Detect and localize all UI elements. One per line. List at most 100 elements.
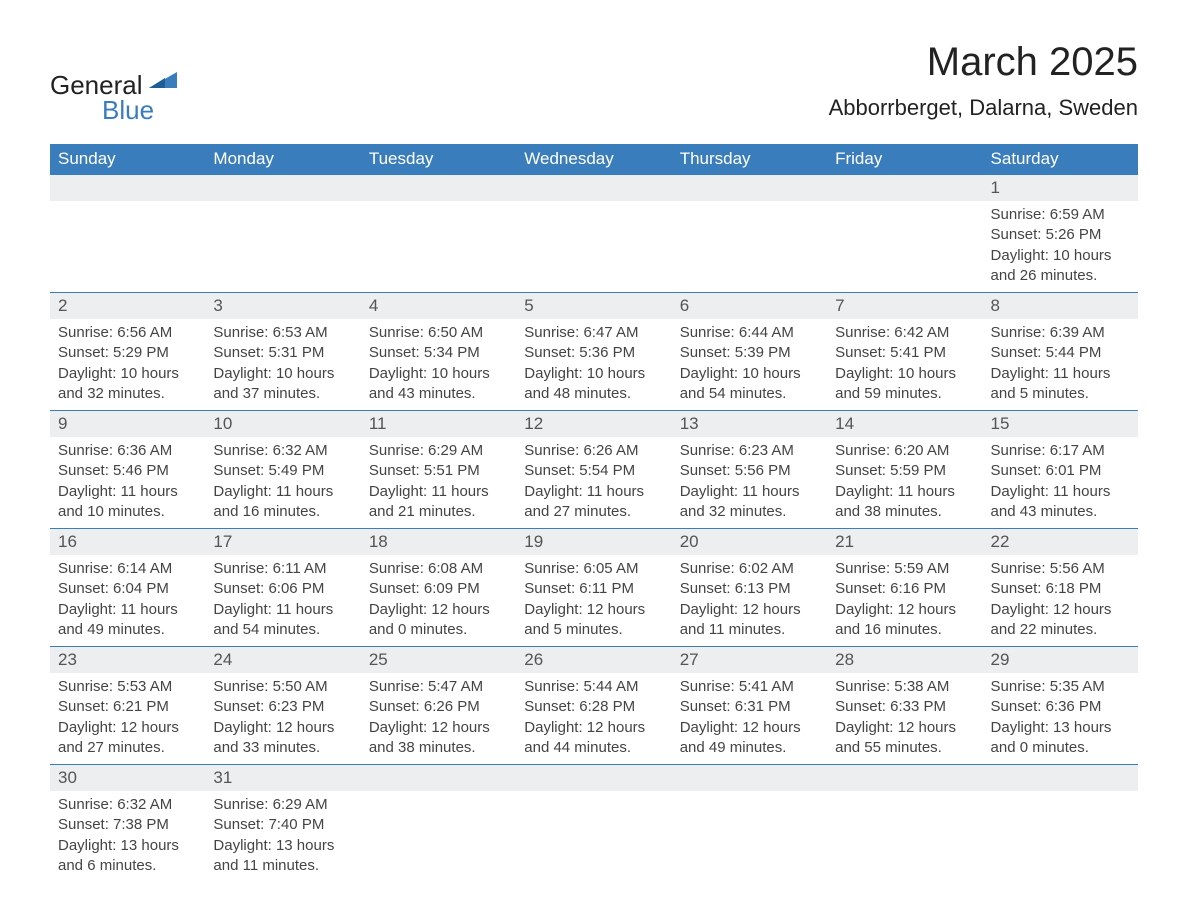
daylight-text-2: and 22 minutes. [991, 620, 1130, 640]
sunrise-text: Sunrise: 6:36 AM [58, 441, 197, 461]
daylight-text-2: and 26 minutes. [991, 266, 1130, 286]
sunrise-text: Sunrise: 5:50 AM [213, 677, 352, 697]
sunrise-text: Sunrise: 6:56 AM [58, 323, 197, 343]
sunset-text: Sunset: 5:31 PM [213, 343, 352, 363]
day-content-cell: Sunrise: 5:56 AMSunset: 6:18 PMDaylight:… [983, 555, 1138, 647]
day-number-cell [672, 765, 827, 792]
daylight-text-1: Daylight: 11 hours [680, 482, 819, 502]
day-content-cell [516, 201, 671, 293]
day-content-cell: Sunrise: 5:53 AMSunset: 6:21 PMDaylight:… [50, 673, 205, 765]
day-number-cell: 10 [205, 411, 360, 438]
day-number-cell: 23 [50, 647, 205, 674]
sunset-text: Sunset: 5:49 PM [213, 461, 352, 481]
day-content-cell: Sunrise: 5:44 AMSunset: 6:28 PMDaylight:… [516, 673, 671, 765]
daylight-text-1: Daylight: 11 hours [991, 364, 1130, 384]
day-number-cell: 3 [205, 293, 360, 320]
day-number-cell: 13 [672, 411, 827, 438]
day-content-cell: Sunrise: 6:20 AMSunset: 5:59 PMDaylight:… [827, 437, 982, 529]
daylight-text-1: Daylight: 11 hours [524, 482, 663, 502]
day-number-cell: 11 [361, 411, 516, 438]
day-content-cell: Sunrise: 6:47 AMSunset: 5:36 PMDaylight:… [516, 319, 671, 411]
sunset-text: Sunset: 6:26 PM [369, 697, 508, 717]
day-content-cell [50, 201, 205, 293]
day-number-cell [361, 175, 516, 202]
sunrise-text: Sunrise: 6:02 AM [680, 559, 819, 579]
sunrise-text: Sunrise: 5:47 AM [369, 677, 508, 697]
daylight-text-2: and 5 minutes. [991, 384, 1130, 404]
day-content-cell: Sunrise: 6:53 AMSunset: 5:31 PMDaylight:… [205, 319, 360, 411]
sunrise-text: Sunrise: 6:08 AM [369, 559, 508, 579]
day-number-cell [516, 765, 671, 792]
daylight-text-2: and 38 minutes. [369, 738, 508, 758]
daylight-text-2: and 54 minutes. [213, 620, 352, 640]
daylight-text-2: and 44 minutes. [524, 738, 663, 758]
daylight-text-1: Daylight: 10 hours [680, 364, 819, 384]
logo: General Blue [50, 70, 179, 126]
day-content-cell [827, 791, 982, 882]
sunset-text: Sunset: 5:51 PM [369, 461, 508, 481]
daylight-text-2: and 43 minutes. [369, 384, 508, 404]
sunset-text: Sunset: 5:34 PM [369, 343, 508, 363]
daylight-text-1: Daylight: 11 hours [58, 482, 197, 502]
sunset-text: Sunset: 6:31 PM [680, 697, 819, 717]
day-number-cell [827, 765, 982, 792]
calendar-header-row: SundayMondayTuesdayWednesdayThursdayFrid… [50, 144, 1138, 175]
day-content-cell: Sunrise: 6:05 AMSunset: 6:11 PMDaylight:… [516, 555, 671, 647]
daylight-text-1: Daylight: 10 hours [213, 364, 352, 384]
day-content-cell: Sunrise: 6:59 AMSunset: 5:26 PMDaylight:… [983, 201, 1138, 293]
sunset-text: Sunset: 6:23 PM [213, 697, 352, 717]
day-content-cell: Sunrise: 6:50 AMSunset: 5:34 PMDaylight:… [361, 319, 516, 411]
sunrise-text: Sunrise: 6:32 AM [213, 441, 352, 461]
daylight-text-2: and 16 minutes. [835, 620, 974, 640]
day-header: Monday [205, 144, 360, 175]
sunset-text: Sunset: 5:56 PM [680, 461, 819, 481]
day-header: Sunday [50, 144, 205, 175]
daylight-text-1: Daylight: 12 hours [680, 600, 819, 620]
logo-icon [149, 70, 179, 97]
daylight-text-1: Daylight: 12 hours [524, 718, 663, 738]
sunrise-text: Sunrise: 5:56 AM [991, 559, 1130, 579]
sunset-text: Sunset: 5:44 PM [991, 343, 1130, 363]
daylight-text-1: Daylight: 10 hours [835, 364, 974, 384]
day-content-cell: Sunrise: 6:08 AMSunset: 6:09 PMDaylight:… [361, 555, 516, 647]
daylight-text-2: and 49 minutes. [680, 738, 819, 758]
day-content-cell [827, 201, 982, 293]
daylight-text-1: Daylight: 11 hours [835, 482, 974, 502]
day-content-cell [983, 791, 1138, 882]
sunrise-text: Sunrise: 6:26 AM [524, 441, 663, 461]
day-content-cell [672, 201, 827, 293]
daylight-text-2: and 38 minutes. [835, 502, 974, 522]
location: Abborrberget, Dalarna, Sweden [829, 95, 1138, 121]
sunset-text: Sunset: 6:28 PM [524, 697, 663, 717]
day-number-cell: 20 [672, 529, 827, 556]
daylight-text-1: Daylight: 10 hours [58, 364, 197, 384]
day-number-cell: 5 [516, 293, 671, 320]
day-number-cell [205, 175, 360, 202]
sunset-text: Sunset: 5:59 PM [835, 461, 974, 481]
daylight-text-1: Daylight: 12 hours [524, 600, 663, 620]
day-number-cell: 6 [672, 293, 827, 320]
sunrise-text: Sunrise: 6:59 AM [991, 205, 1130, 225]
sunset-text: Sunset: 7:40 PM [213, 815, 352, 835]
sunrise-text: Sunrise: 6:44 AM [680, 323, 819, 343]
day-content-cell [672, 791, 827, 882]
daylight-text-1: Daylight: 11 hours [58, 600, 197, 620]
day-number-cell: 30 [50, 765, 205, 792]
sunset-text: Sunset: 6:33 PM [835, 697, 974, 717]
daylight-text-2: and 54 minutes. [680, 384, 819, 404]
day-number-cell [361, 765, 516, 792]
day-header: Wednesday [516, 144, 671, 175]
daylight-text-1: Daylight: 12 hours [369, 600, 508, 620]
daylight-text-2: and 32 minutes. [58, 384, 197, 404]
day-number-cell: 25 [361, 647, 516, 674]
day-number-cell [983, 765, 1138, 792]
daylight-text-1: Daylight: 11 hours [213, 482, 352, 502]
daylight-text-2: and 10 minutes. [58, 502, 197, 522]
sunrise-text: Sunrise: 5:41 AM [680, 677, 819, 697]
day-number-cell: 21 [827, 529, 982, 556]
daylight-text-2: and 59 minutes. [835, 384, 974, 404]
day-content-cell: Sunrise: 6:02 AMSunset: 6:13 PMDaylight:… [672, 555, 827, 647]
sunrise-text: Sunrise: 5:44 AM [524, 677, 663, 697]
sunset-text: Sunset: 5:54 PM [524, 461, 663, 481]
sunrise-text: Sunrise: 6:14 AM [58, 559, 197, 579]
